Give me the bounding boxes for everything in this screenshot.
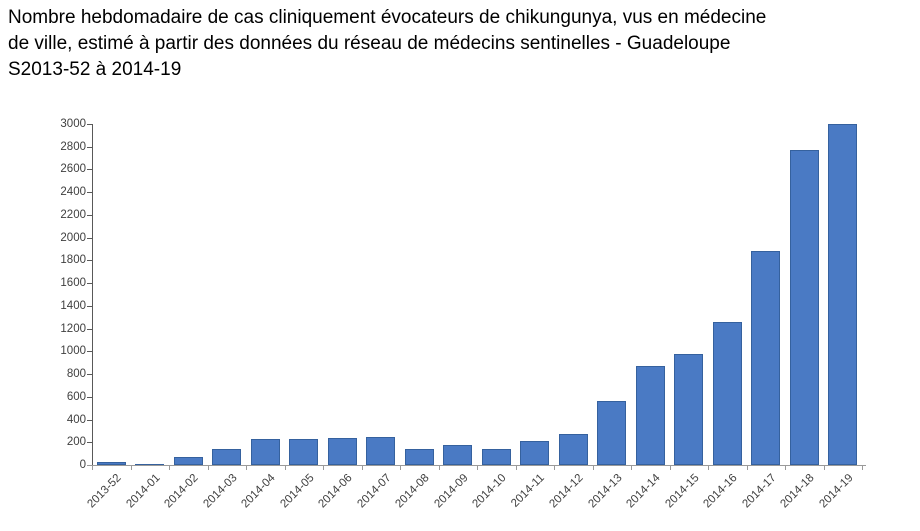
y-tick-label: 3000 <box>60 118 86 130</box>
y-tick <box>87 237 92 239</box>
x-tick-label: 2014-06 <box>316 472 355 511</box>
x-tick <box>207 466 209 470</box>
bar <box>212 449 242 465</box>
bar <box>327 437 357 465</box>
y-tick-label: 1000 <box>60 345 86 358</box>
y-tick-label: 1400 <box>60 299 86 312</box>
x-tick <box>746 466 748 470</box>
y-tick <box>87 124 92 125</box>
bar <box>635 366 665 465</box>
bar <box>289 438 319 465</box>
y-tick <box>87 192 92 194</box>
bar <box>520 441 550 465</box>
y-tick-label: 600 <box>66 390 86 403</box>
y-tick <box>87 419 92 421</box>
y-tick-label: 1200 <box>60 322 86 335</box>
x-tick <box>669 466 671 470</box>
bar <box>443 445 473 465</box>
x-tick <box>323 466 324 470</box>
x-axis-line <box>87 465 866 466</box>
x-tick-label: 2013-52 <box>85 472 124 511</box>
x-tick-label: 2014-08 <box>393 472 432 511</box>
x-tick-label: 2014-17 <box>739 472 779 511</box>
y-tick <box>87 283 92 285</box>
bar <box>366 436 396 465</box>
x-tick <box>400 466 401 470</box>
x-tick <box>554 466 555 470</box>
x-tick-label: 2014-09 <box>431 472 471 511</box>
x-tick-label: 2014-18 <box>778 472 817 511</box>
y-tick-label: 2000 <box>60 231 86 244</box>
y-tick <box>87 374 92 376</box>
y-tick <box>87 146 92 148</box>
y-tick <box>87 442 92 444</box>
y-tick-label: 400 <box>66 413 86 426</box>
bar <box>250 439 280 465</box>
x-tick <box>477 466 478 470</box>
x-tick <box>862 466 863 470</box>
y-tick <box>87 260 92 262</box>
x-tick <box>631 466 632 470</box>
bar <box>789 149 819 465</box>
x-tick-label: 2014-13 <box>585 472 625 511</box>
y-tick <box>87 214 92 216</box>
y-tick-label: 2600 <box>60 163 86 176</box>
x-tick-label: 2014-05 <box>277 472 317 511</box>
y-tick-label: 2200 <box>60 208 86 221</box>
y-tick-label: 2800 <box>60 140 86 153</box>
x-tick-label: 2014-15 <box>662 472 702 511</box>
y-tick-label: 200 <box>66 436 86 449</box>
bar <box>96 461 126 465</box>
x-tick <box>438 466 440 470</box>
chart-title: Nombre hebdomadaire de cas cliniquement … <box>8 5 903 83</box>
x-tick <box>785 466 786 470</box>
chart-title-line-2: de ville, estimé à partir des données du… <box>8 33 731 54</box>
x-tick <box>592 466 594 470</box>
y-tick <box>87 169 92 171</box>
y-tick-label: 800 <box>66 368 86 381</box>
bar <box>674 353 704 465</box>
chart-title-line-3: S2013-52 à 2014-19 <box>8 59 182 80</box>
x-tick <box>823 466 825 470</box>
bar <box>173 457 203 465</box>
x-tick <box>708 466 709 470</box>
bar <box>712 321 742 465</box>
x-tick <box>361 466 363 470</box>
chart-title-line-1: Nombre hebdomadaire de cas cliniquement … <box>8 7 767 28</box>
y-axis-line <box>92 124 93 466</box>
x-tick-label: 2014-04 <box>239 472 278 511</box>
x-tick-label: 2014-03 <box>200 472 240 511</box>
y-tick-label: 1800 <box>60 254 86 267</box>
x-tick <box>515 466 517 470</box>
x-tick-label: 2014-19 <box>816 472 856 511</box>
y-tick <box>87 305 92 307</box>
x-tick-label: 2014-07 <box>354 472 394 511</box>
x-tick <box>246 466 247 470</box>
x-tick <box>130 466 132 470</box>
x-tick-label: 2014-11 <box>509 472 548 510</box>
x-tick <box>284 466 286 470</box>
y-tick-label: 0 <box>79 459 86 471</box>
x-tick-label: 2014-01 <box>123 472 163 511</box>
x-tick-label: 2014-12 <box>547 472 586 511</box>
x-tick-label: 2014-16 <box>701 472 740 511</box>
bar <box>481 449 511 465</box>
y-tick-label: 2400 <box>60 186 86 199</box>
x-tick <box>169 466 170 470</box>
bar <box>597 400 627 465</box>
bar <box>558 433 588 465</box>
y-tick <box>87 328 92 330</box>
x-tick-label: 2014-02 <box>162 472 201 511</box>
x-tick <box>92 466 93 470</box>
x-tick-label: 2014-10 <box>470 472 509 511</box>
bar <box>751 251 781 465</box>
y-tick <box>87 351 92 353</box>
x-tick-label: 2014-14 <box>624 472 663 511</box>
y-tick <box>87 396 92 398</box>
y-tick-label: 1600 <box>60 277 86 290</box>
bar <box>404 449 434 465</box>
bar <box>828 124 858 465</box>
